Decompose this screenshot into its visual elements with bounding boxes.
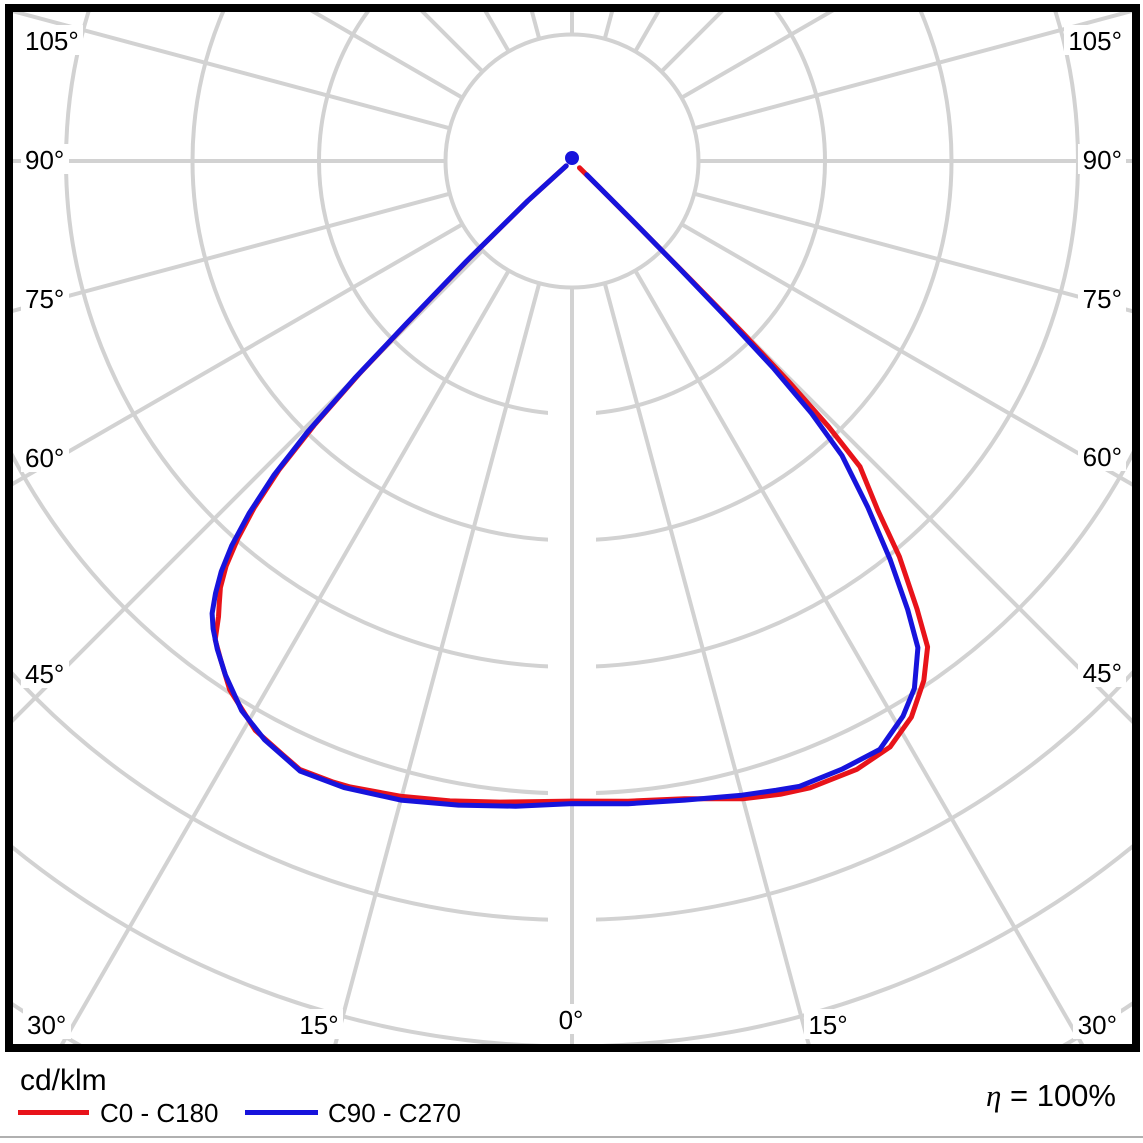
unit-label: cd/klm bbox=[20, 1064, 107, 1097]
eta-symbol: η bbox=[985, 1078, 1002, 1113]
angle-tick-label-bg bbox=[554, 1004, 588, 1034]
grid-spoke bbox=[13, 12, 451, 131]
grid-spoke bbox=[13, 249, 484, 723]
grid-spoke bbox=[602, 282, 811, 1044]
grid-spoke bbox=[660, 249, 1132, 724]
angle-tick-label: 0° bbox=[559, 1005, 584, 1035]
legend: C0 - C180 C90 - C270 bbox=[0, 1098, 1143, 1134]
angle-tick-label-bg bbox=[1078, 144, 1126, 174]
angle-tick-label-bg bbox=[1064, 25, 1126, 55]
grid-spoke bbox=[633, 269, 1085, 1044]
angle-tick-label: 15° bbox=[299, 1010, 338, 1040]
series-c90-c270 bbox=[209, 163, 921, 809]
grid-spoke bbox=[693, 12, 1132, 131]
angle-tick-labels: 105° 90° 75° 60° 45° 30° 15° 0° 15° 30° 45° 60° 75° 9… bbox=[21, 25, 1126, 1040]
grid-spoke bbox=[13, 191, 451, 313]
angle-tick-label-bg bbox=[21, 25, 83, 55]
angle-tick-label-bg bbox=[1078, 657, 1126, 687]
grid-spoke bbox=[693, 191, 1132, 314]
legend-label-c0-c180: C0 - C180 bbox=[100, 1098, 219, 1128]
angle-tick-label: 90° bbox=[1083, 145, 1122, 175]
legend-swatch-c0-c180 bbox=[18, 1110, 89, 1115]
grid-spoke bbox=[680, 222, 1132, 487]
angle-tick-label: 105° bbox=[1068, 26, 1122, 56]
center-dot bbox=[565, 151, 579, 165]
angle-tick-label: 60° bbox=[1083, 442, 1122, 472]
angle-tick-label: 105° bbox=[25, 26, 79, 56]
chart-frame bbox=[5, 4, 1140, 1052]
angle-tick-label-bg bbox=[295, 1009, 343, 1039]
angle-tick-label: 45° bbox=[25, 659, 64, 689]
angle-tick-label: 30° bbox=[1078, 1010, 1117, 1040]
angle-tick-label-bg bbox=[23, 1009, 71, 1039]
angle-tick-label: 45° bbox=[1083, 658, 1122, 688]
angle-tick-label-bg bbox=[1078, 283, 1126, 313]
angle-tick-label: 75° bbox=[25, 284, 64, 314]
angle-tick-label: 30° bbox=[27, 1010, 66, 1040]
angle-tick-label-bg bbox=[21, 658, 69, 688]
angle-tick-label-bg bbox=[21, 144, 69, 174]
angle-tick-label-bg bbox=[21, 442, 69, 472]
angle-tick-label-bg bbox=[1073, 1009, 1121, 1039]
angle-tick-label: 15° bbox=[808, 1010, 847, 1040]
bottom-separator bbox=[0, 1136, 1143, 1138]
efficiency-label: η = 100% bbox=[986, 1078, 1116, 1114]
angle-tick-label-bg bbox=[21, 283, 69, 313]
eta-value: = 100% bbox=[1009, 1078, 1116, 1113]
legend-label-c90-c270: C90 - C270 bbox=[328, 1098, 461, 1128]
angle-tick-label: 75° bbox=[1083, 284, 1122, 314]
angle-tick-label: 90° bbox=[25, 145, 64, 175]
grid-spoke bbox=[59, 269, 511, 1044]
angle-tick-label: 60° bbox=[25, 443, 64, 473]
angle-tick-label-bg bbox=[804, 1009, 852, 1039]
grid-spoke bbox=[13, 222, 464, 487]
angle-tick-label-bg bbox=[1078, 441, 1126, 471]
legend-swatch-c90-c270 bbox=[245, 1110, 318, 1115]
